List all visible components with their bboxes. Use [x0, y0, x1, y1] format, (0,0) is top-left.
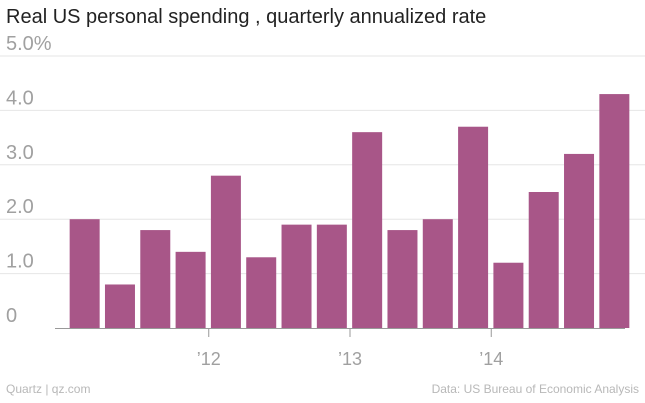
- y-tick-label: 1.0: [6, 251, 34, 273]
- y-tick-label: 5.0%: [6, 33, 52, 55]
- x-tick-label: ’12: [197, 349, 221, 369]
- x-tick-label: ’13: [338, 349, 362, 369]
- bar: [175, 251, 206, 328]
- bar: [316, 224, 347, 328]
- y-tick-label: 4.0: [6, 87, 34, 109]
- x-axis-ticks: ’12 ’13 ’14: [197, 328, 503, 369]
- credit-text: Quartz | qz.com: [6, 382, 91, 396]
- y-tick-label: 0: [6, 305, 17, 327]
- source-text: Data: US Bureau of Economic Analysis: [431, 382, 639, 396]
- bar: [387, 230, 418, 328]
- y-axis-ticks: 0 1.0 2.0 3.0 4.0 5.0%: [6, 33, 52, 327]
- bar: [564, 153, 595, 328]
- bar: [528, 192, 559, 328]
- bar: [458, 126, 489, 328]
- y-tick-label: 2.0: [6, 196, 34, 218]
- bar: [599, 94, 630, 328]
- bars: [69, 94, 630, 328]
- bar: [246, 257, 277, 328]
- bar: [104, 284, 135, 328]
- x-tick-label: ’14: [479, 349, 503, 369]
- bar: [210, 175, 241, 328]
- bar: [140, 230, 171, 328]
- bar: [352, 132, 383, 328]
- y-tick-label: 3.0: [6, 142, 34, 164]
- chart-title: Real US personal spending , quarterly an…: [6, 6, 487, 28]
- bar: [493, 262, 524, 328]
- bar: [69, 219, 100, 328]
- bar: [422, 219, 453, 328]
- bar: [281, 224, 312, 328]
